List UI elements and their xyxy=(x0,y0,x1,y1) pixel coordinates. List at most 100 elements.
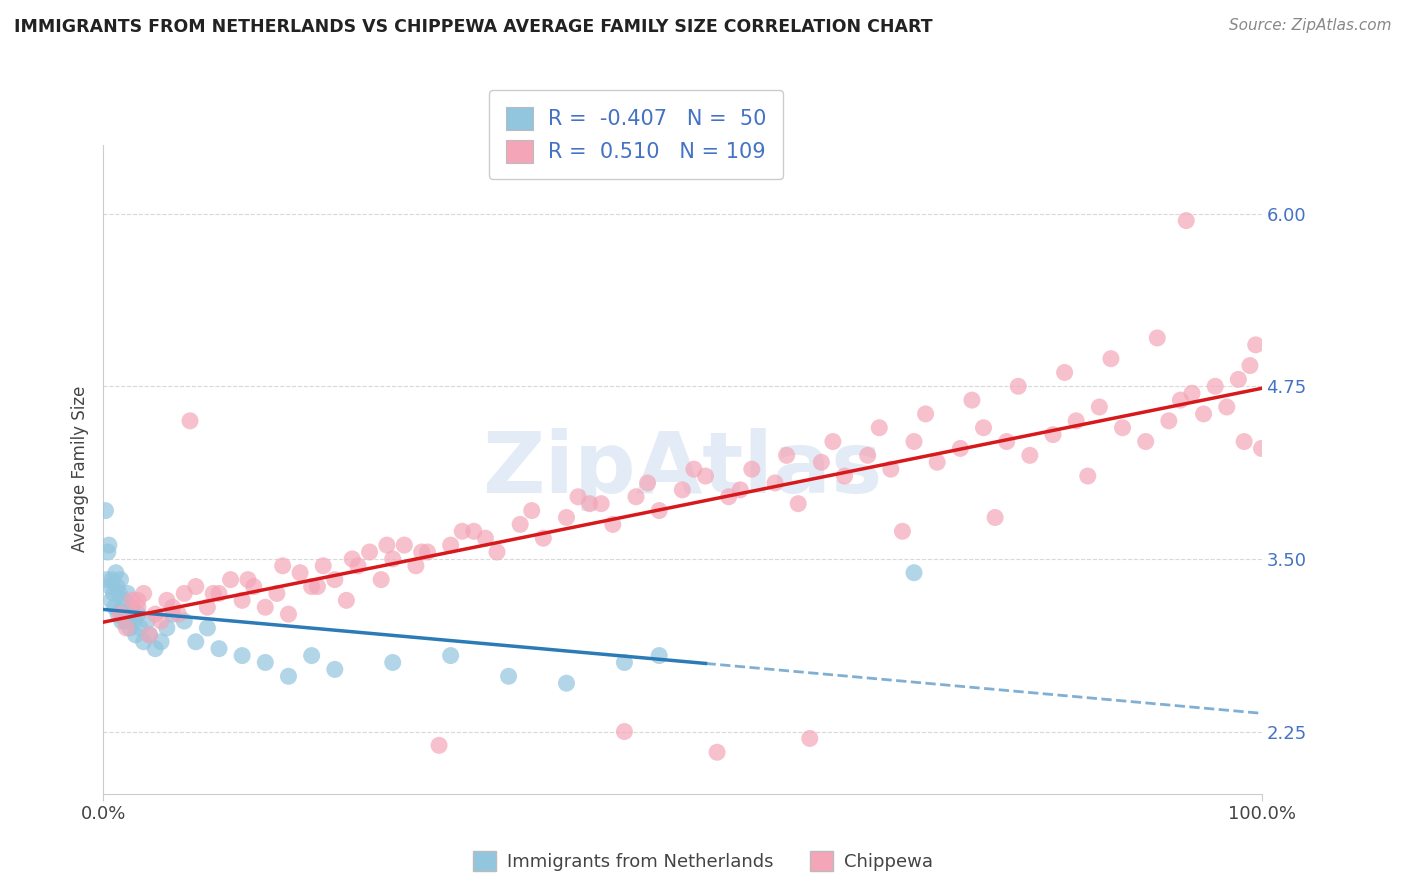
Point xyxy=(949,442,972,456)
Point xyxy=(236,573,259,587)
Point xyxy=(121,600,143,615)
Point xyxy=(143,607,166,622)
Point xyxy=(301,648,323,663)
Point xyxy=(787,497,810,511)
Point xyxy=(1146,331,1168,345)
Text: Source: ZipAtlas.com: Source: ZipAtlas.com xyxy=(1229,18,1392,33)
Point xyxy=(984,510,1007,524)
Point xyxy=(98,580,121,594)
Point xyxy=(271,558,294,573)
Point xyxy=(173,614,195,628)
Point xyxy=(834,469,856,483)
Legend: R =  -0.407   N =  50, R =  0.510   N = 109: R = -0.407 N = 50, R = 0.510 N = 109 xyxy=(489,90,783,179)
Point xyxy=(103,586,125,600)
Point xyxy=(591,497,613,511)
Point xyxy=(1053,366,1076,380)
Point xyxy=(150,614,173,628)
Point xyxy=(1181,386,1204,401)
Point xyxy=(683,462,706,476)
Point xyxy=(108,586,131,600)
Point xyxy=(995,434,1018,449)
Point xyxy=(405,558,427,573)
Y-axis label: Average Family Size: Average Family Size xyxy=(72,386,89,552)
Point xyxy=(880,462,903,476)
Point xyxy=(1111,421,1133,435)
Point xyxy=(463,524,485,539)
Point xyxy=(96,573,118,587)
Point xyxy=(741,462,763,476)
Point xyxy=(195,600,218,615)
Point xyxy=(312,558,335,573)
Point xyxy=(1250,442,1272,456)
Point xyxy=(132,634,155,648)
Point xyxy=(156,593,179,607)
Point xyxy=(97,538,120,552)
Point xyxy=(799,731,821,746)
Point xyxy=(184,580,207,594)
Point xyxy=(440,648,463,663)
Point xyxy=(474,531,496,545)
Point xyxy=(440,538,463,552)
Point xyxy=(277,607,299,622)
Point xyxy=(416,545,439,559)
Point xyxy=(111,614,134,628)
Point xyxy=(531,531,554,545)
Point xyxy=(143,641,166,656)
Point xyxy=(763,475,786,490)
Point xyxy=(927,455,949,469)
Point xyxy=(637,475,659,490)
Point xyxy=(184,634,207,648)
Point xyxy=(115,621,138,635)
Point xyxy=(394,538,416,552)
Point xyxy=(115,607,138,622)
Point xyxy=(1135,434,1157,449)
Point xyxy=(381,656,404,670)
Point xyxy=(162,607,184,622)
Point xyxy=(381,552,404,566)
Point xyxy=(1064,414,1087,428)
Point xyxy=(254,600,277,615)
Point xyxy=(117,586,139,600)
Point xyxy=(100,593,122,607)
Point xyxy=(1018,448,1040,462)
Point xyxy=(1088,400,1111,414)
Point xyxy=(578,497,600,511)
Point xyxy=(323,573,346,587)
Point xyxy=(112,593,135,607)
Point xyxy=(555,510,578,524)
Point xyxy=(903,434,925,449)
Point xyxy=(124,614,146,628)
Point xyxy=(127,593,149,607)
Point xyxy=(288,566,311,580)
Point xyxy=(202,586,225,600)
Point xyxy=(195,621,218,635)
Point xyxy=(104,566,127,580)
Point xyxy=(101,573,124,587)
Point xyxy=(671,483,693,497)
Point xyxy=(775,448,797,462)
Point xyxy=(602,517,624,532)
Point xyxy=(118,621,141,635)
Point xyxy=(973,421,995,435)
Point xyxy=(1239,359,1261,373)
Point xyxy=(167,607,190,622)
Point xyxy=(347,558,370,573)
Point xyxy=(179,414,201,428)
Point xyxy=(105,580,128,594)
Point xyxy=(301,580,323,594)
Point xyxy=(856,448,879,462)
Point xyxy=(97,545,120,559)
Point xyxy=(242,580,264,594)
Point xyxy=(231,648,253,663)
Point xyxy=(891,524,914,539)
Point xyxy=(335,593,357,607)
Legend: Immigrants from Netherlands, Chippewa: Immigrants from Netherlands, Chippewa xyxy=(465,844,941,879)
Point xyxy=(129,621,152,635)
Text: IMMIGRANTS FROM NETHERLANDS VS CHIPPEWA AVERAGE FAMILY SIZE CORRELATION CHART: IMMIGRANTS FROM NETHERLANDS VS CHIPPEWA … xyxy=(14,18,932,36)
Text: ZipAtlas: ZipAtlas xyxy=(482,427,883,510)
Point xyxy=(960,393,983,408)
Point xyxy=(162,600,184,615)
Point xyxy=(613,656,636,670)
Point xyxy=(370,573,392,587)
Point xyxy=(208,586,231,600)
